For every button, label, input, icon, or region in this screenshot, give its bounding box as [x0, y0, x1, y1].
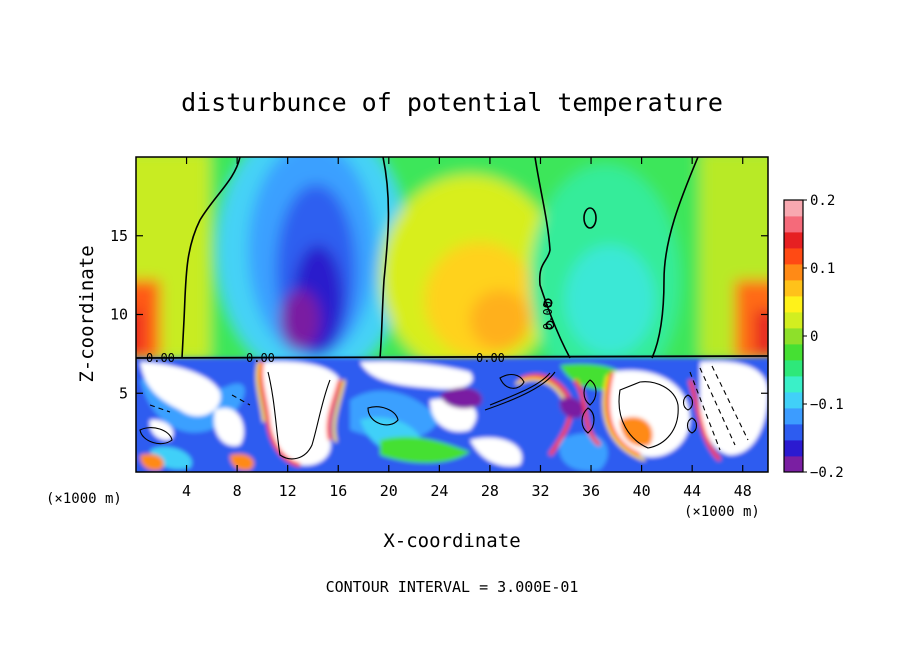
- colorbar-swatch: [784, 280, 803, 297]
- contour-inversion: [136, 355, 768, 359]
- field-lower-white-patches: [140, 361, 768, 467]
- colorbar-swatches: [784, 200, 803, 473]
- contour-label: 0.00: [476, 351, 505, 365]
- colorbar: 0.2 0.1 0 −0.1 −0.2: [783, 193, 844, 481]
- colorbar-tick-label: 0: [810, 329, 818, 345]
- contour-interval-note: CONTOUR INTERVAL = 3.000E-01: [326, 578, 579, 596]
- x-unit-left: (×1000 m): [46, 491, 122, 507]
- field-warm-tongue-core: [470, 290, 530, 350]
- colorbar-swatch: [784, 264, 803, 281]
- field-lower-red-edges: [258, 361, 722, 467]
- y-tick-label: 15: [110, 227, 128, 245]
- colorbar-swatch: [784, 232, 803, 249]
- contour-zero-mid: [379, 157, 390, 359]
- contour-label: 0.00: [246, 351, 275, 365]
- colorbar-swatch: [784, 456, 803, 473]
- colorbar-swatch: [784, 216, 803, 233]
- y-tick-label: 5: [119, 384, 128, 402]
- colorbar-ticks: 0.2 0.1 0 −0.1 −0.2: [803, 193, 844, 481]
- y-axis-label: Z-coordinate: [76, 245, 98, 382]
- y-axis-ticks: 5 10 15: [110, 227, 768, 402]
- contour-small-loops: [543, 298, 555, 330]
- x-tick-label: 36: [582, 482, 600, 500]
- colorbar-swatch: [784, 344, 803, 361]
- x-tick-label: 32: [531, 482, 549, 500]
- colorbar-swatch: [784, 440, 803, 457]
- x-tick-label: 16: [329, 482, 347, 500]
- contour-zero-right-a: [534, 157, 571, 359]
- colorbar-swatch: [784, 392, 803, 409]
- field-right-cyan: [565, 245, 655, 355]
- contour-label: 0.00: [146, 351, 175, 365]
- contour-lines-lower: [139, 365, 749, 460]
- colorbar-tick-label: −0.2: [810, 465, 844, 481]
- colorbar-tick-label: 0.2: [810, 193, 835, 209]
- contour-zero-right-b: [651, 157, 699, 359]
- y-tick-label: 10: [110, 306, 128, 324]
- x-tick-label: 48: [734, 482, 752, 500]
- chart-title: disturbunce of potential temperature: [181, 88, 723, 117]
- field-lower-purple-patches: [440, 387, 584, 419]
- field-lower-yellow-edges: [255, 361, 646, 462]
- colorbar-swatch: [784, 360, 803, 377]
- x-axis-ticks: 4 8 12 16 20 24 28 32 36 40 44 48: [182, 157, 752, 500]
- field-lower-green-patches: [380, 363, 626, 463]
- x-tick-label: 24: [430, 482, 448, 500]
- colorbar-swatch: [784, 376, 803, 393]
- colorbar-swatch: [784, 312, 803, 329]
- colorbar-swatch: [784, 200, 803, 217]
- field-upper-left-yellow: [136, 157, 210, 360]
- x-axis-label: X-coordinate: [383, 530, 520, 552]
- field-upper-right-red: [755, 310, 768, 360]
- contour-zero-left: [181, 157, 241, 359]
- colorbar-tick-label: 0.1: [810, 261, 835, 277]
- colorbar-swatch: [784, 248, 803, 265]
- plot-area: [136, 157, 768, 472]
- x-tick-label: 44: [683, 482, 701, 500]
- contour-labels: 0.00 0.00 0.00 0.00: [146, 301, 555, 365]
- colorbar-swatch: [784, 408, 803, 425]
- contour-label: 0.00: [541, 301, 555, 330]
- contour-closed-small: [583, 207, 597, 229]
- contour-lower-white-a: [267, 371, 331, 460]
- x-tick-label: 28: [481, 482, 499, 500]
- x-tick-label: 12: [279, 482, 297, 500]
- x-tick-label: 4: [182, 482, 191, 500]
- colorbar-swatch: [784, 424, 803, 441]
- colorbar-tick-label: −0.1: [810, 397, 844, 413]
- x-tick-label: 20: [380, 482, 398, 500]
- x-tick-label: 40: [633, 482, 651, 500]
- contour-lower-rings: [139, 371, 698, 445]
- contour-lower-white-b: [618, 381, 679, 449]
- field-upper-left-red: [136, 310, 142, 360]
- colorbar-swatch: [784, 328, 803, 345]
- field-cold-plume-deep: [280, 290, 320, 350]
- x-tick-label: 8: [233, 482, 242, 500]
- x-unit-right: (×1000 m): [684, 504, 760, 520]
- contour-lines: [136, 157, 768, 359]
- colorbar-swatch: [784, 296, 803, 313]
